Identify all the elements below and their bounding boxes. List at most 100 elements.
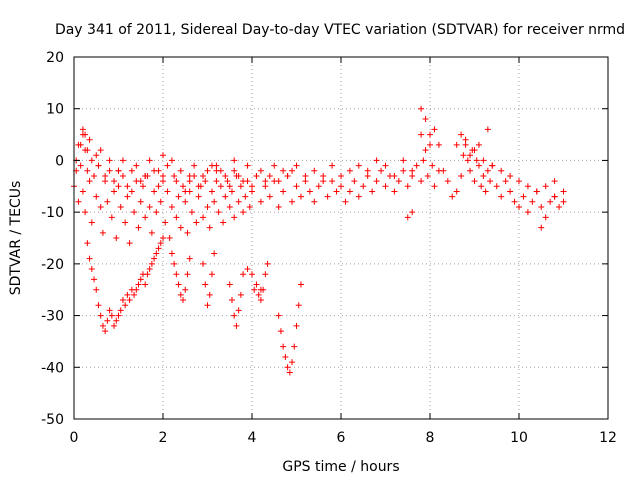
data-point (373, 157, 380, 164)
data-point (271, 162, 278, 169)
data-point (295, 302, 302, 309)
data-point (311, 167, 318, 174)
data-point (119, 157, 126, 164)
data-point (106, 307, 113, 314)
data-point (551, 193, 558, 200)
data-point (458, 172, 465, 179)
data-point (131, 291, 138, 298)
data-point (200, 260, 207, 267)
data-point (164, 162, 171, 169)
data-point (148, 229, 155, 236)
series-main-band (71, 131, 567, 247)
data-point (86, 136, 93, 143)
data-point (139, 183, 146, 190)
data-point (262, 183, 269, 190)
data-point (160, 152, 166, 159)
data-point (133, 162, 140, 169)
data-point (262, 178, 269, 185)
data-point (75, 198, 82, 205)
data-point (351, 178, 358, 185)
data-point (164, 188, 171, 195)
data-point (471, 178, 478, 185)
data-point (422, 147, 429, 154)
data-point (117, 307, 124, 314)
data-point (155, 183, 162, 190)
data-point (324, 193, 331, 200)
data-point (108, 214, 115, 221)
x-tick-label: 12 (599, 430, 617, 446)
data-point (516, 178, 522, 185)
data-point (111, 322, 118, 329)
data-point (262, 271, 269, 278)
data-point (249, 188, 255, 195)
data-point (186, 255, 193, 262)
data-point (153, 250, 160, 257)
data-point (284, 172, 291, 179)
data-point (155, 245, 162, 252)
data-point (99, 322, 106, 329)
data-point (249, 183, 255, 190)
y-tick-label: -50 (41, 412, 64, 428)
y-tick-labels: -50 -40 -30 -20 -10 0 10 20 (41, 50, 64, 428)
series-dip-2.3 (168, 250, 193, 304)
data-point (460, 152, 467, 159)
data-point (113, 235, 120, 241)
data-point (235, 172, 242, 179)
data-point (153, 209, 160, 216)
data-point (146, 157, 153, 164)
data-point (293, 162, 300, 169)
data-point (235, 307, 242, 314)
data-point (431, 183, 438, 190)
data-point (244, 266, 251, 273)
data-point (97, 312, 104, 319)
data-point (320, 178, 327, 185)
data-point (168, 203, 175, 210)
data-point (184, 229, 191, 236)
data-point (146, 266, 153, 273)
data-point (208, 271, 215, 278)
data-point (151, 255, 158, 262)
data-point (355, 193, 362, 200)
data-point (346, 167, 353, 174)
data-point (108, 312, 115, 319)
data-point (84, 167, 91, 174)
data-point (289, 198, 296, 205)
series-dip-3.6 (226, 271, 247, 329)
data-point (117, 203, 124, 210)
data-point (275, 203, 282, 210)
data-point (409, 167, 416, 174)
data-point (224, 178, 231, 185)
data-point (524, 209, 531, 216)
y-axis-label: SDTVAR / TECUs (8, 181, 24, 296)
data-point (418, 105, 425, 112)
data-point (237, 291, 244, 298)
data-point (306, 188, 313, 195)
data-point (202, 281, 209, 288)
data-point (204, 203, 211, 210)
data-point (360, 183, 367, 190)
data-point (409, 172, 416, 179)
y-tick-label: -40 (41, 360, 64, 376)
data-point (126, 240, 133, 247)
data-point (151, 188, 158, 195)
data-point (206, 291, 213, 298)
data-point (166, 235, 173, 241)
data-point (444, 178, 451, 185)
data-point (231, 167, 238, 174)
data-point (297, 193, 304, 200)
data-point (182, 198, 189, 205)
data-point (95, 162, 102, 169)
data-point (487, 178, 494, 185)
data-point (435, 141, 442, 148)
data-point (427, 141, 433, 148)
data-point (507, 188, 514, 195)
data-point (119, 297, 126, 304)
grid-lines (74, 57, 608, 419)
data-point (424, 172, 431, 179)
data-point (257, 198, 264, 205)
data-point (556, 203, 563, 210)
data-point (226, 281, 233, 288)
data-point (249, 271, 255, 278)
data-point (480, 157, 487, 164)
